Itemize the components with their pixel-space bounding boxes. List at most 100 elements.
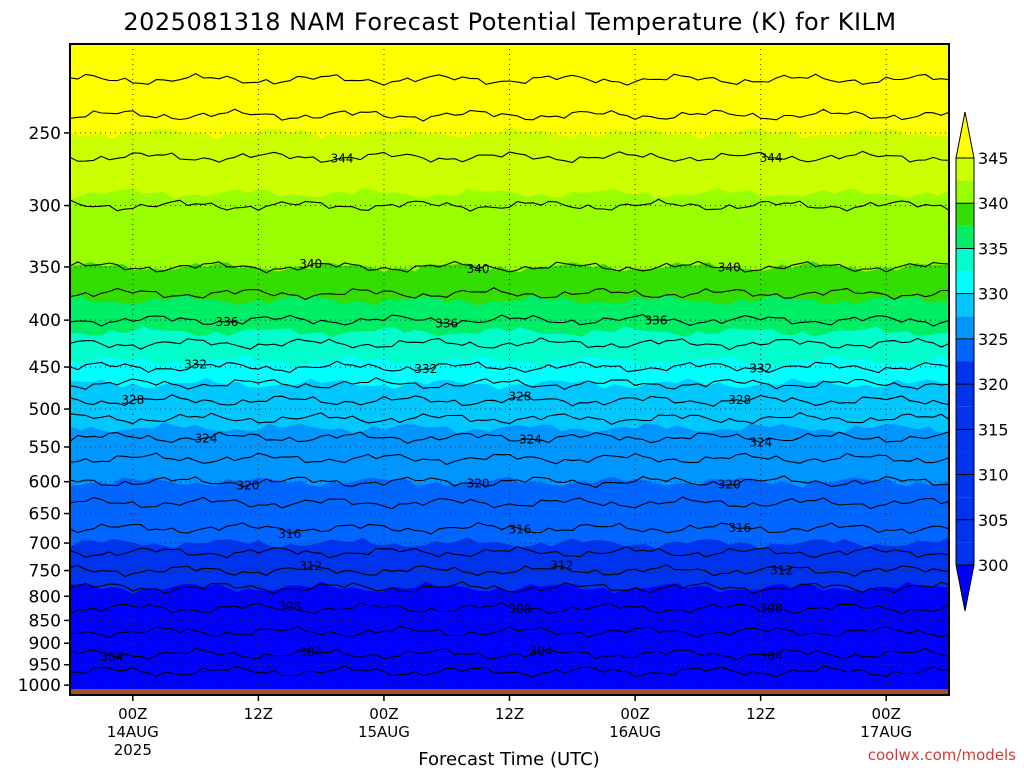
contour-label: 340 <box>467 262 490 276</box>
contour-line <box>69 475 950 489</box>
colorbar-segment <box>956 225 974 249</box>
contour-label: 312 <box>550 558 573 572</box>
contour-label: 340 <box>299 257 322 271</box>
colorbar-segment <box>956 203 974 226</box>
x-tick-label: 00Z <box>118 705 147 723</box>
ground-layer <box>70 689 949 695</box>
contour-label: 304 <box>760 649 783 663</box>
contour-line <box>69 150 950 164</box>
colorbar-segment <box>956 158 974 181</box>
colorbar-segment <box>956 497 974 520</box>
contour-line <box>69 664 950 678</box>
contour-lines: 344 344 340 340 340 336 336 336 332 332 332 328 328 3… <box>69 73 950 678</box>
y-axis: 250 300 350 400 450 500 550 600 650 700 750 800 850 9… <box>18 124 70 696</box>
colorbar-segment <box>956 338 974 362</box>
y-tick-label: 450 <box>29 358 61 378</box>
contour-label: 312 <box>770 563 793 577</box>
contour-line <box>69 394 950 407</box>
contour-label: 324 <box>519 433 542 447</box>
colorbar-tick-label: 310 <box>978 466 1009 485</box>
x-tick-sublabel: 17AUG <box>860 723 912 741</box>
credit-text: coolwx.com/models <box>868 746 1016 764</box>
colorbar-tick-label: 320 <box>978 375 1009 394</box>
y-tick-label: 900 <box>29 634 61 654</box>
colorbar-segment <box>956 293 974 317</box>
contour-label: 308 <box>760 601 783 615</box>
contour-line <box>69 377 950 390</box>
y-tick-label: 1000 <box>18 676 61 696</box>
contour-label: 340 <box>718 260 741 274</box>
x-tick-label: 12Z <box>746 705 775 723</box>
colorbar-top-arrow <box>955 111 975 159</box>
contour-label: 320 <box>236 478 259 492</box>
contour-label: 324 <box>195 431 218 445</box>
x-axis-label: Forecast Time (UTC) <box>418 749 599 768</box>
y-tick-label: 350 <box>29 258 61 278</box>
y-tick-label: 650 <box>29 505 61 525</box>
contour-label: 332 <box>184 357 207 371</box>
contour-label: 324 <box>749 435 772 449</box>
y-tick-label: 850 <box>29 611 61 631</box>
colorbar-segment <box>956 474 974 498</box>
contour-label: 344 <box>331 151 354 165</box>
contour-line <box>69 452 950 466</box>
colorbar: 345 340 335 330 325 320 315 310 305 300 <box>955 111 1009 612</box>
contour-label: 316 <box>278 527 301 541</box>
colorbar-segment <box>956 248 974 272</box>
fill-band <box>70 637 949 695</box>
x-tick-label: 00Z <box>369 705 398 723</box>
contour-line <box>69 647 950 661</box>
y-tick-label: 500 <box>29 400 61 420</box>
x-tick-label: 00Z <box>620 705 649 723</box>
y-tick-label: 600 <box>29 473 61 493</box>
contour-label: 336 <box>435 316 458 330</box>
contour-label: 344 <box>760 151 783 165</box>
colorbar-segment <box>956 542 974 565</box>
x-tick-sublabel: 15AUG <box>358 723 410 741</box>
colorbar-tick-label: 305 <box>978 511 1009 530</box>
x-tick-label: 12Z <box>244 705 273 723</box>
x-tick-label: 12Z <box>495 705 524 723</box>
contour-line <box>69 431 950 444</box>
contour-label: 316 <box>728 521 751 535</box>
colorbar-segment <box>956 384 974 407</box>
colorbar-segment <box>956 429 974 452</box>
contour-line <box>69 545 950 559</box>
contour-line <box>69 601 950 615</box>
y-tick-label: 550 <box>29 438 61 458</box>
colorbar-tick-label: 340 <box>978 194 1009 213</box>
colorbar-segment <box>956 361 974 385</box>
contour-line <box>69 496 950 510</box>
contour-line <box>69 625 950 639</box>
contour-label: 328 <box>728 393 751 407</box>
contour-label: 304 <box>299 645 322 659</box>
colorbar-tick-label: 330 <box>978 285 1009 304</box>
contour-line <box>69 198 950 212</box>
colorbar-tick-label: 315 <box>978 420 1009 439</box>
contour-label: 312 <box>299 559 322 573</box>
contour-line <box>69 581 950 595</box>
contour-label: 304 <box>529 645 552 659</box>
contour-line <box>69 73 950 86</box>
contour-line <box>69 411 950 426</box>
contour-line <box>69 108 950 122</box>
contour-label: 308 <box>509 602 532 616</box>
y-tick-label: 800 <box>29 587 61 607</box>
contour-label: 336 <box>216 315 239 329</box>
colorbar-tick-label: 300 <box>978 556 1009 575</box>
colorbar-bottom-arrow <box>955 564 975 612</box>
contour-line <box>69 337 950 351</box>
y-tick-label: 950 <box>29 656 61 676</box>
contour-label: 328 <box>509 390 532 404</box>
contour-line <box>69 563 950 578</box>
y-tick-label: 750 <box>29 562 61 582</box>
colorbar-tick-label: 325 <box>978 330 1009 349</box>
colorbar-segment <box>956 406 974 430</box>
contour-line <box>69 522 950 535</box>
colorbar-segment <box>956 316 974 339</box>
y-tick-label: 700 <box>29 534 61 554</box>
x-tick-sublabel: 16AUG <box>609 723 661 741</box>
colorbar-segment <box>956 451 974 475</box>
